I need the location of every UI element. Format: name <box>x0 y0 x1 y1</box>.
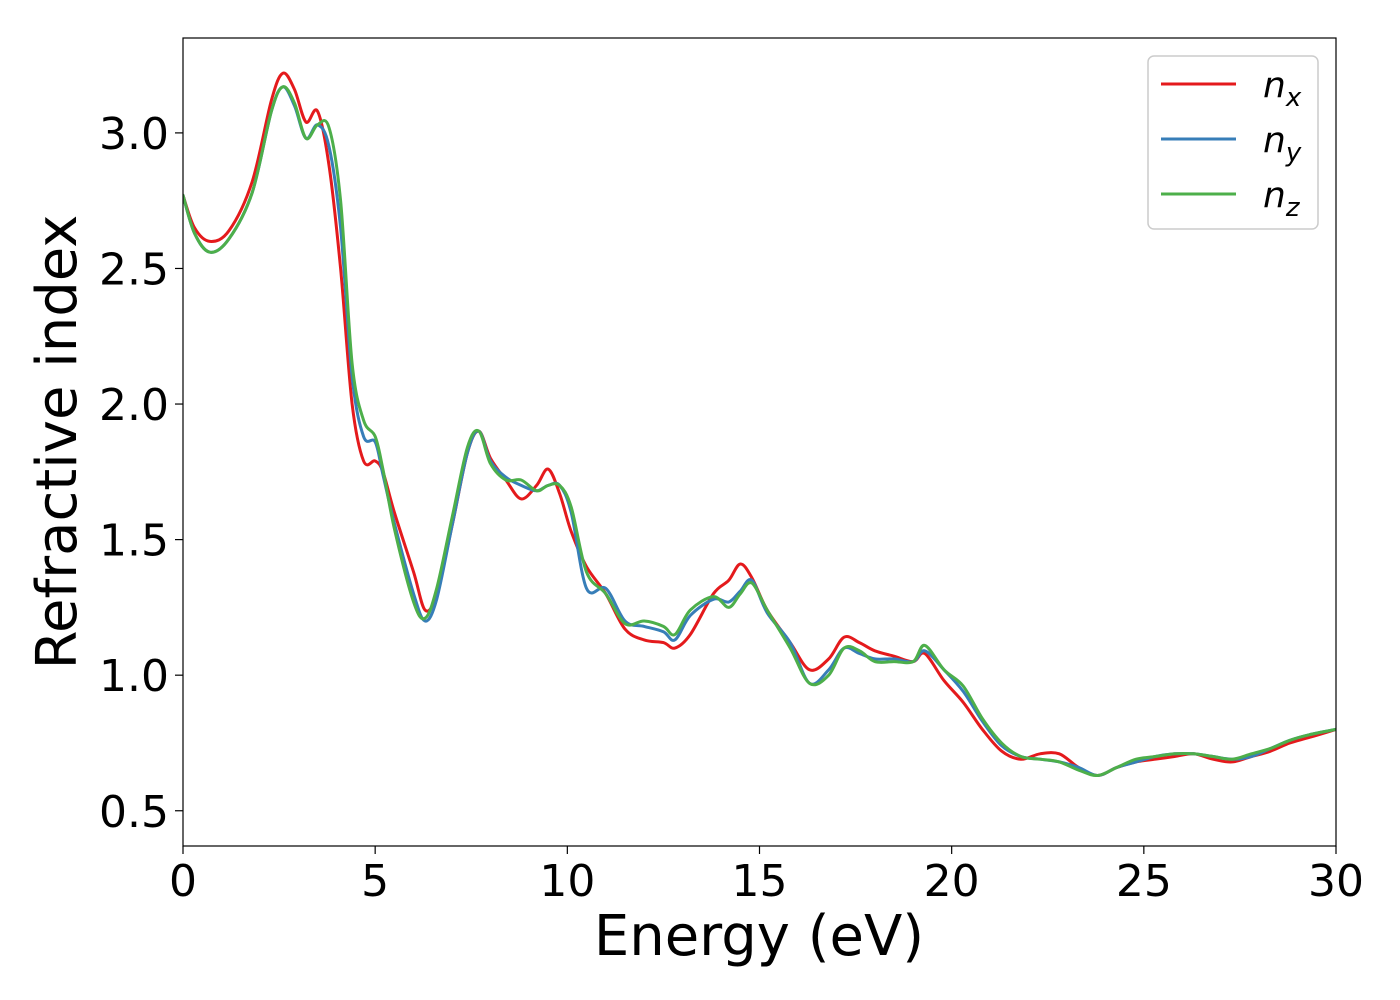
x-tick-label: 0 <box>169 856 197 907</box>
legend-label-x: nx <box>1263 65 1302 113</box>
x-axis: 0 5 10 15 20 25 30 <box>169 846 1364 907</box>
y-tick-label: 2.0 <box>99 380 169 431</box>
y-tick-label: 1.0 <box>99 651 169 702</box>
x-tick-label: 25 <box>1116 856 1172 907</box>
legend-box <box>1147 55 1319 230</box>
legend-label-z: nz <box>1263 175 1301 223</box>
x-tick-label: 5 <box>361 856 389 907</box>
y-tick-label: 3.0 <box>99 109 169 160</box>
series-line-z <box>183 85 1336 778</box>
x-axis-title: Energy (eV) <box>594 904 924 969</box>
x-tick-label: 20 <box>924 856 980 907</box>
x-tick-label: 15 <box>732 856 788 907</box>
x-tick-label: 10 <box>539 856 595 907</box>
legend: nx ny nz <box>1147 55 1319 230</box>
y-tick-label: 2.5 <box>99 244 169 295</box>
y-axis-title: Refractive index <box>25 215 90 670</box>
y-tick-label: 0.5 <box>99 787 169 838</box>
legend-label-y: ny <box>1263 120 1302 168</box>
y-axis: 0.5 1.0 1.5 2.0 2.5 3.0 <box>99 109 183 838</box>
series-layer <box>183 71 1336 778</box>
x-tick-label: 30 <box>1308 856 1364 907</box>
y-tick-label: 1.5 <box>99 516 169 567</box>
